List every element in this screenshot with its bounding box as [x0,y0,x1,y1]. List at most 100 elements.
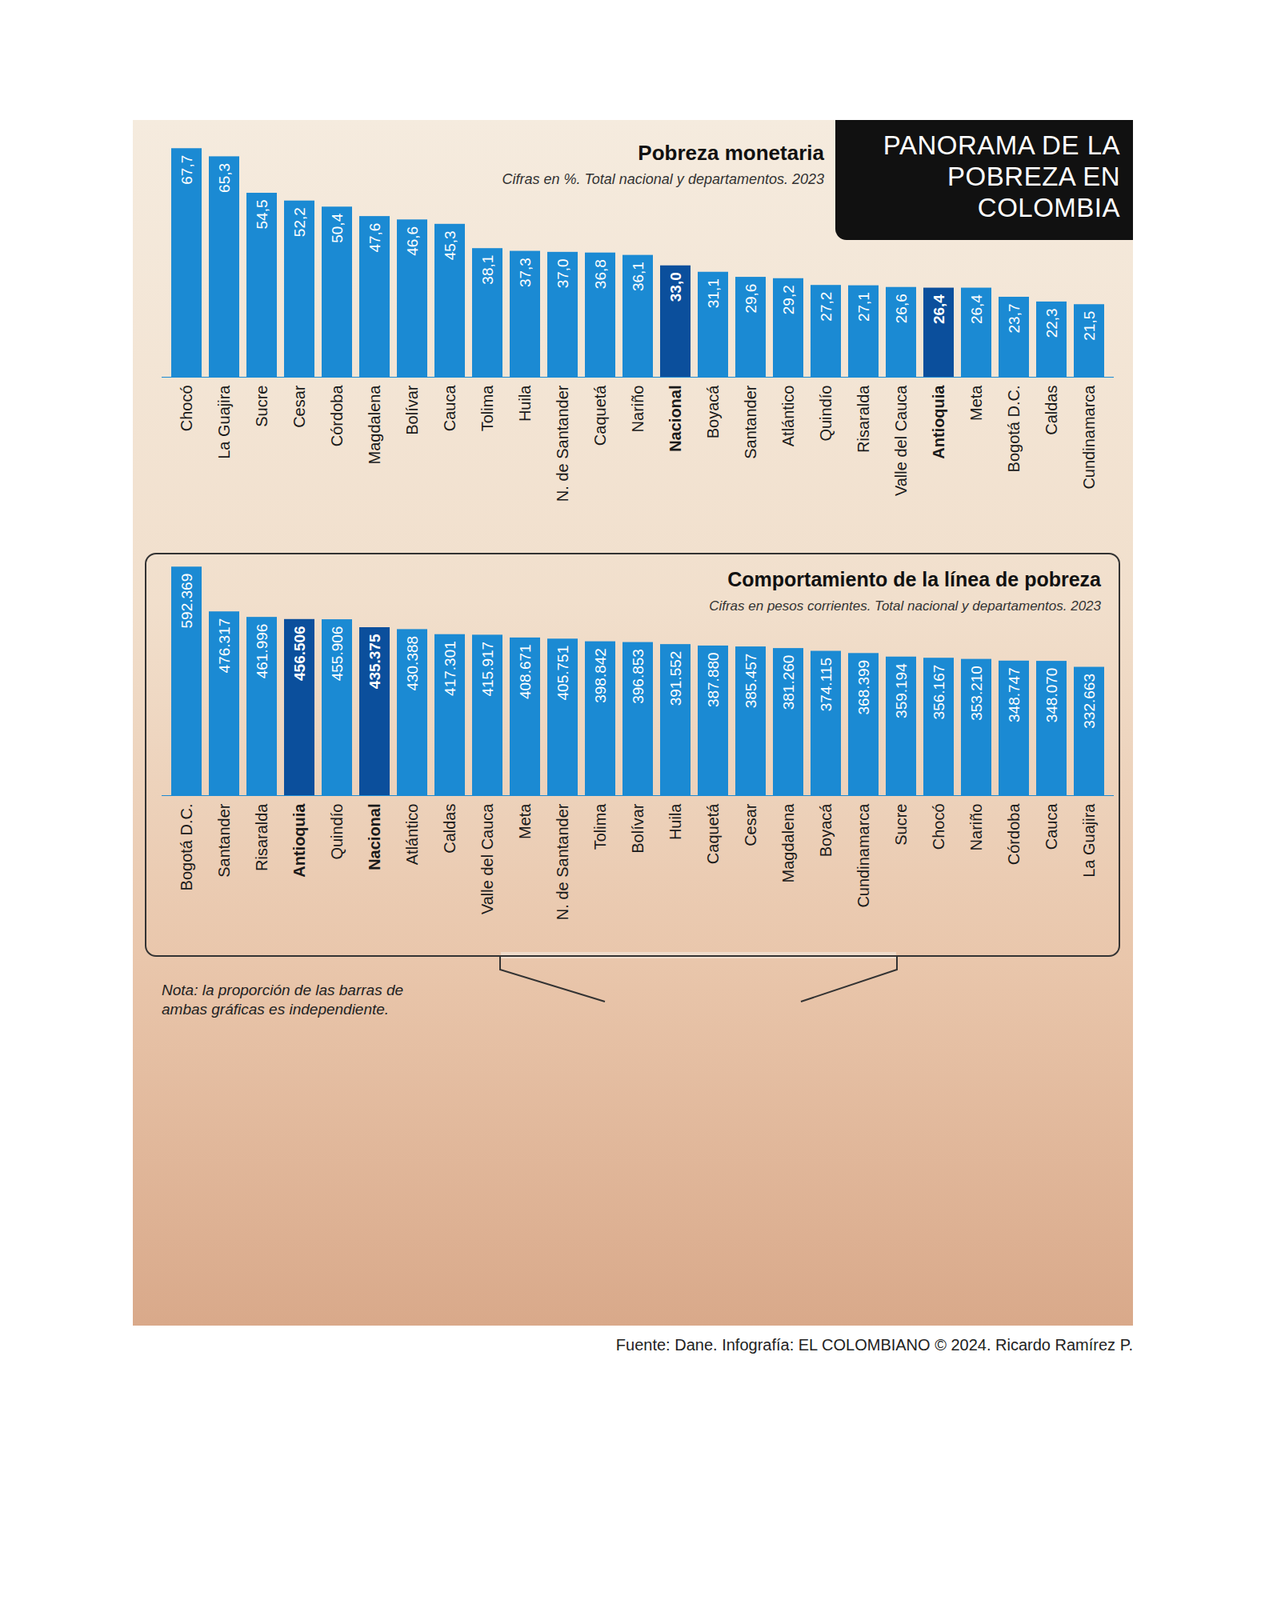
svg-text:332.663: 332.663 [1080,673,1098,729]
svg-text:Boyacá: Boyacá [816,803,835,858]
svg-text:29,6: 29,6 [742,284,760,314]
svg-text:592.369: 592.369 [178,573,196,629]
svg-text:47,6: 47,6 [366,223,384,253]
svg-text:Antioquia: Antioquia [290,803,309,878]
svg-text:Bolívar: Bolívar [403,384,421,436]
svg-text:Meta: Meta [516,803,534,840]
svg-text:415.917: 415.917 [479,641,497,697]
svg-text:408.671: 408.671 [516,644,534,700]
svg-text:396.853: 396.853 [629,648,647,705]
svg-text:374.115: 374.115 [817,657,835,712]
svg-text:Risaralda: Risaralda [854,384,873,453]
svg-text:398.842: 398.842 [592,648,609,704]
svg-text:Caquetá: Caquetá [704,803,722,865]
svg-text:Valle del Cauca: Valle del Cauca [478,803,497,915]
svg-text:356.167: 356.167 [930,664,948,721]
svg-text:37,3: 37,3 [516,257,534,288]
svg-text:54,5: 54,5 [253,199,271,229]
svg-text:387.880: 387.880 [704,652,722,708]
svg-text:Meta: Meta [967,384,985,421]
svg-text:Cesar: Cesar [290,384,309,429]
svg-text:Valle del Cauca: Valle del Cauca [892,384,910,497]
svg-text:26,6: 26,6 [892,293,910,324]
svg-text:Risaralda: Risaralda [252,803,271,872]
svg-text:33,0: 33,0 [667,272,685,302]
svg-text:348.070: 348.070 [1043,668,1061,724]
svg-text:Cundinamarca: Cundinamarca [854,803,873,909]
svg-text:26,4: 26,4 [968,294,985,325]
svg-text:Caquetá: Caquetá [591,384,609,446]
svg-text:359.194: 359.194 [892,663,910,719]
svg-text:417.301: 417.301 [441,640,459,697]
svg-text:Cauca: Cauca [440,384,459,433]
svg-text:27,2: 27,2 [817,292,835,322]
svg-text:31,1: 31,1 [704,278,722,309]
svg-text:461.996: 461.996 [253,624,271,680]
svg-text:36,8: 36,8 [592,259,609,289]
svg-text:23,7: 23,7 [1005,303,1023,333]
svg-text:Magdalena: Magdalena [779,803,797,884]
svg-text:Nariño: Nariño [967,804,985,852]
svg-text:Nariño: Nariño [628,385,647,433]
svg-text:Sucre: Sucre [892,804,910,846]
svg-text:Bogotá D.C.: Bogotá D.C. [177,804,196,892]
svg-text:Bolívar: Bolívar [628,803,647,854]
svg-text:Bogotá D.C.: Bogotá D.C. [1004,385,1023,473]
svg-text:Caldas: Caldas [1042,385,1061,436]
svg-text:348.747: 348.747 [1005,667,1023,723]
svg-text:45,3: 45,3 [441,230,459,261]
svg-text:455.906: 455.906 [328,626,346,682]
svg-text:405.751: 405.751 [554,645,572,701]
svg-text:67,7: 67,7 [178,155,196,185]
svg-text:La Guajira: La Guajira [1080,803,1098,878]
svg-text:Tolima: Tolima [591,803,609,851]
svg-text:36,1: 36,1 [629,261,647,292]
svg-text:Atlántico: Atlántico [403,804,421,866]
svg-text:Sucre: Sucre [252,385,271,428]
svg-text:37,0: 37,0 [554,258,572,289]
svg-text:Chocó: Chocó [177,385,196,433]
svg-text:38,1: 38,1 [479,255,497,285]
svg-text:Córdoba: Córdoba [1004,803,1023,866]
svg-text:Quindío: Quindío [816,385,835,442]
svg-text:22,3: 22,3 [1043,308,1061,338]
svg-text:Huila: Huila [666,803,685,841]
svg-text:Huila: Huila [516,384,534,422]
svg-text:46,6: 46,6 [404,226,421,257]
svg-text:65,3: 65,3 [216,163,233,193]
svg-text:Nacional: Nacional [666,385,685,453]
svg-text:27,1: 27,1 [855,292,873,322]
svg-text:Cesar: Cesar [741,803,760,847]
svg-text:Quindío: Quindío [328,804,346,861]
svg-text:368.399: 368.399 [855,660,873,716]
svg-text:Santander: Santander [215,803,233,878]
svg-text:Nacional: Nacional [365,804,384,871]
svg-text:La Guajira: La Guajira [215,384,233,460]
svg-text:391.552: 391.552 [667,651,685,707]
svg-text:Caldas: Caldas [440,804,459,854]
svg-text:26,4: 26,4 [930,294,948,325]
svg-text:353.210: 353.210 [968,665,985,721]
svg-text:Chocó: Chocó [929,804,948,851]
svg-text:Atlántico: Atlántico [779,385,797,448]
svg-text:N. de Santander: N. de Santander [553,384,572,502]
svg-text:Boyacá: Boyacá [704,384,722,440]
svg-text:29,2: 29,2 [780,284,797,315]
svg-text:Antioquia: Antioquia [929,384,948,460]
svg-text:21,5: 21,5 [1080,311,1098,341]
svg-text:N. de Santander: N. de Santander [553,803,572,921]
svg-text:381.260: 381.260 [780,655,797,711]
svg-text:385.457: 385.457 [742,653,760,709]
svg-text:Magdalena: Magdalena [365,384,384,465]
svg-text:Cauca: Cauca [1042,803,1061,851]
svg-text:435.375: 435.375 [366,633,384,689]
svg-text:456.506: 456.506 [291,625,309,681]
svg-text:Córdoba: Córdoba [328,384,346,448]
svg-text:476.317: 476.317 [216,618,233,674]
svg-text:430.388: 430.388 [404,636,421,692]
svg-text:50,4: 50,4 [328,212,346,243]
svg-text:Santander: Santander [741,384,760,460]
svg-text:52,2: 52,2 [291,207,309,237]
svg-text:Tolima: Tolima [478,384,497,433]
svg-text:Cundinamarca: Cundinamarca [1080,384,1098,490]
